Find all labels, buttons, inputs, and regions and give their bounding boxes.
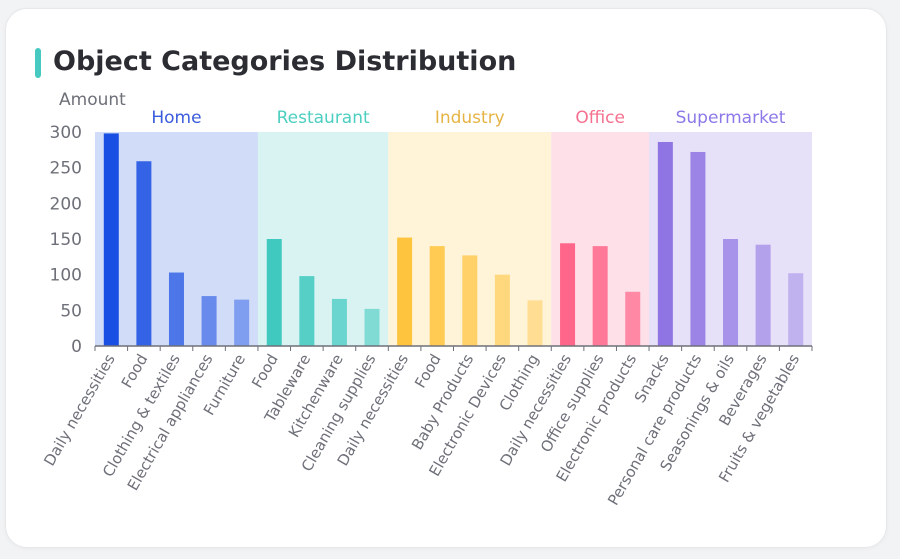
bar: [103, 133, 119, 346]
group-label: Office: [575, 108, 625, 128]
x-tick-label: Food: [248, 351, 282, 391]
bar: [299, 276, 315, 346]
y-tick-label: 300: [50, 123, 82, 143]
y-tick-label: 200: [50, 194, 82, 214]
bar: [234, 299, 250, 346]
y-tick-label: 250: [50, 159, 82, 179]
x-tick-label: Food: [118, 351, 152, 391]
bar: [429, 246, 445, 346]
bar: [560, 243, 576, 346]
group-label: Industry: [435, 108, 505, 128]
bar: [201, 296, 217, 346]
bar: [592, 246, 608, 346]
title-accent-bar: [35, 48, 41, 78]
bar: [690, 151, 706, 346]
x-tick-label: Daily necessities: [40, 351, 119, 469]
bar: [462, 255, 478, 346]
group-label: Home: [151, 108, 201, 128]
bar: [364, 308, 380, 346]
chart-title: Object Categories Distribution: [53, 46, 517, 77]
bar: [266, 239, 282, 346]
bar: [397, 237, 413, 346]
bar: [723, 239, 739, 346]
y-tick-label: 50: [60, 301, 82, 321]
bar: [788, 273, 804, 346]
y-axis-title: Amount: [59, 90, 126, 110]
bar: [527, 300, 543, 346]
bar: [755, 244, 771, 346]
bar: [657, 141, 673, 346]
y-tick-label: 100: [50, 266, 82, 286]
y-tick-label: 150: [50, 230, 82, 250]
x-tick-label: Food: [411, 351, 445, 391]
bar: [331, 298, 347, 346]
bar: [625, 291, 641, 346]
bar: [494, 274, 510, 346]
bar: [168, 272, 184, 346]
bar: [136, 161, 152, 346]
y-tick-label: 0: [71, 337, 82, 357]
group-label: Restaurant: [277, 108, 370, 128]
group-label: Supermarket: [676, 108, 786, 128]
